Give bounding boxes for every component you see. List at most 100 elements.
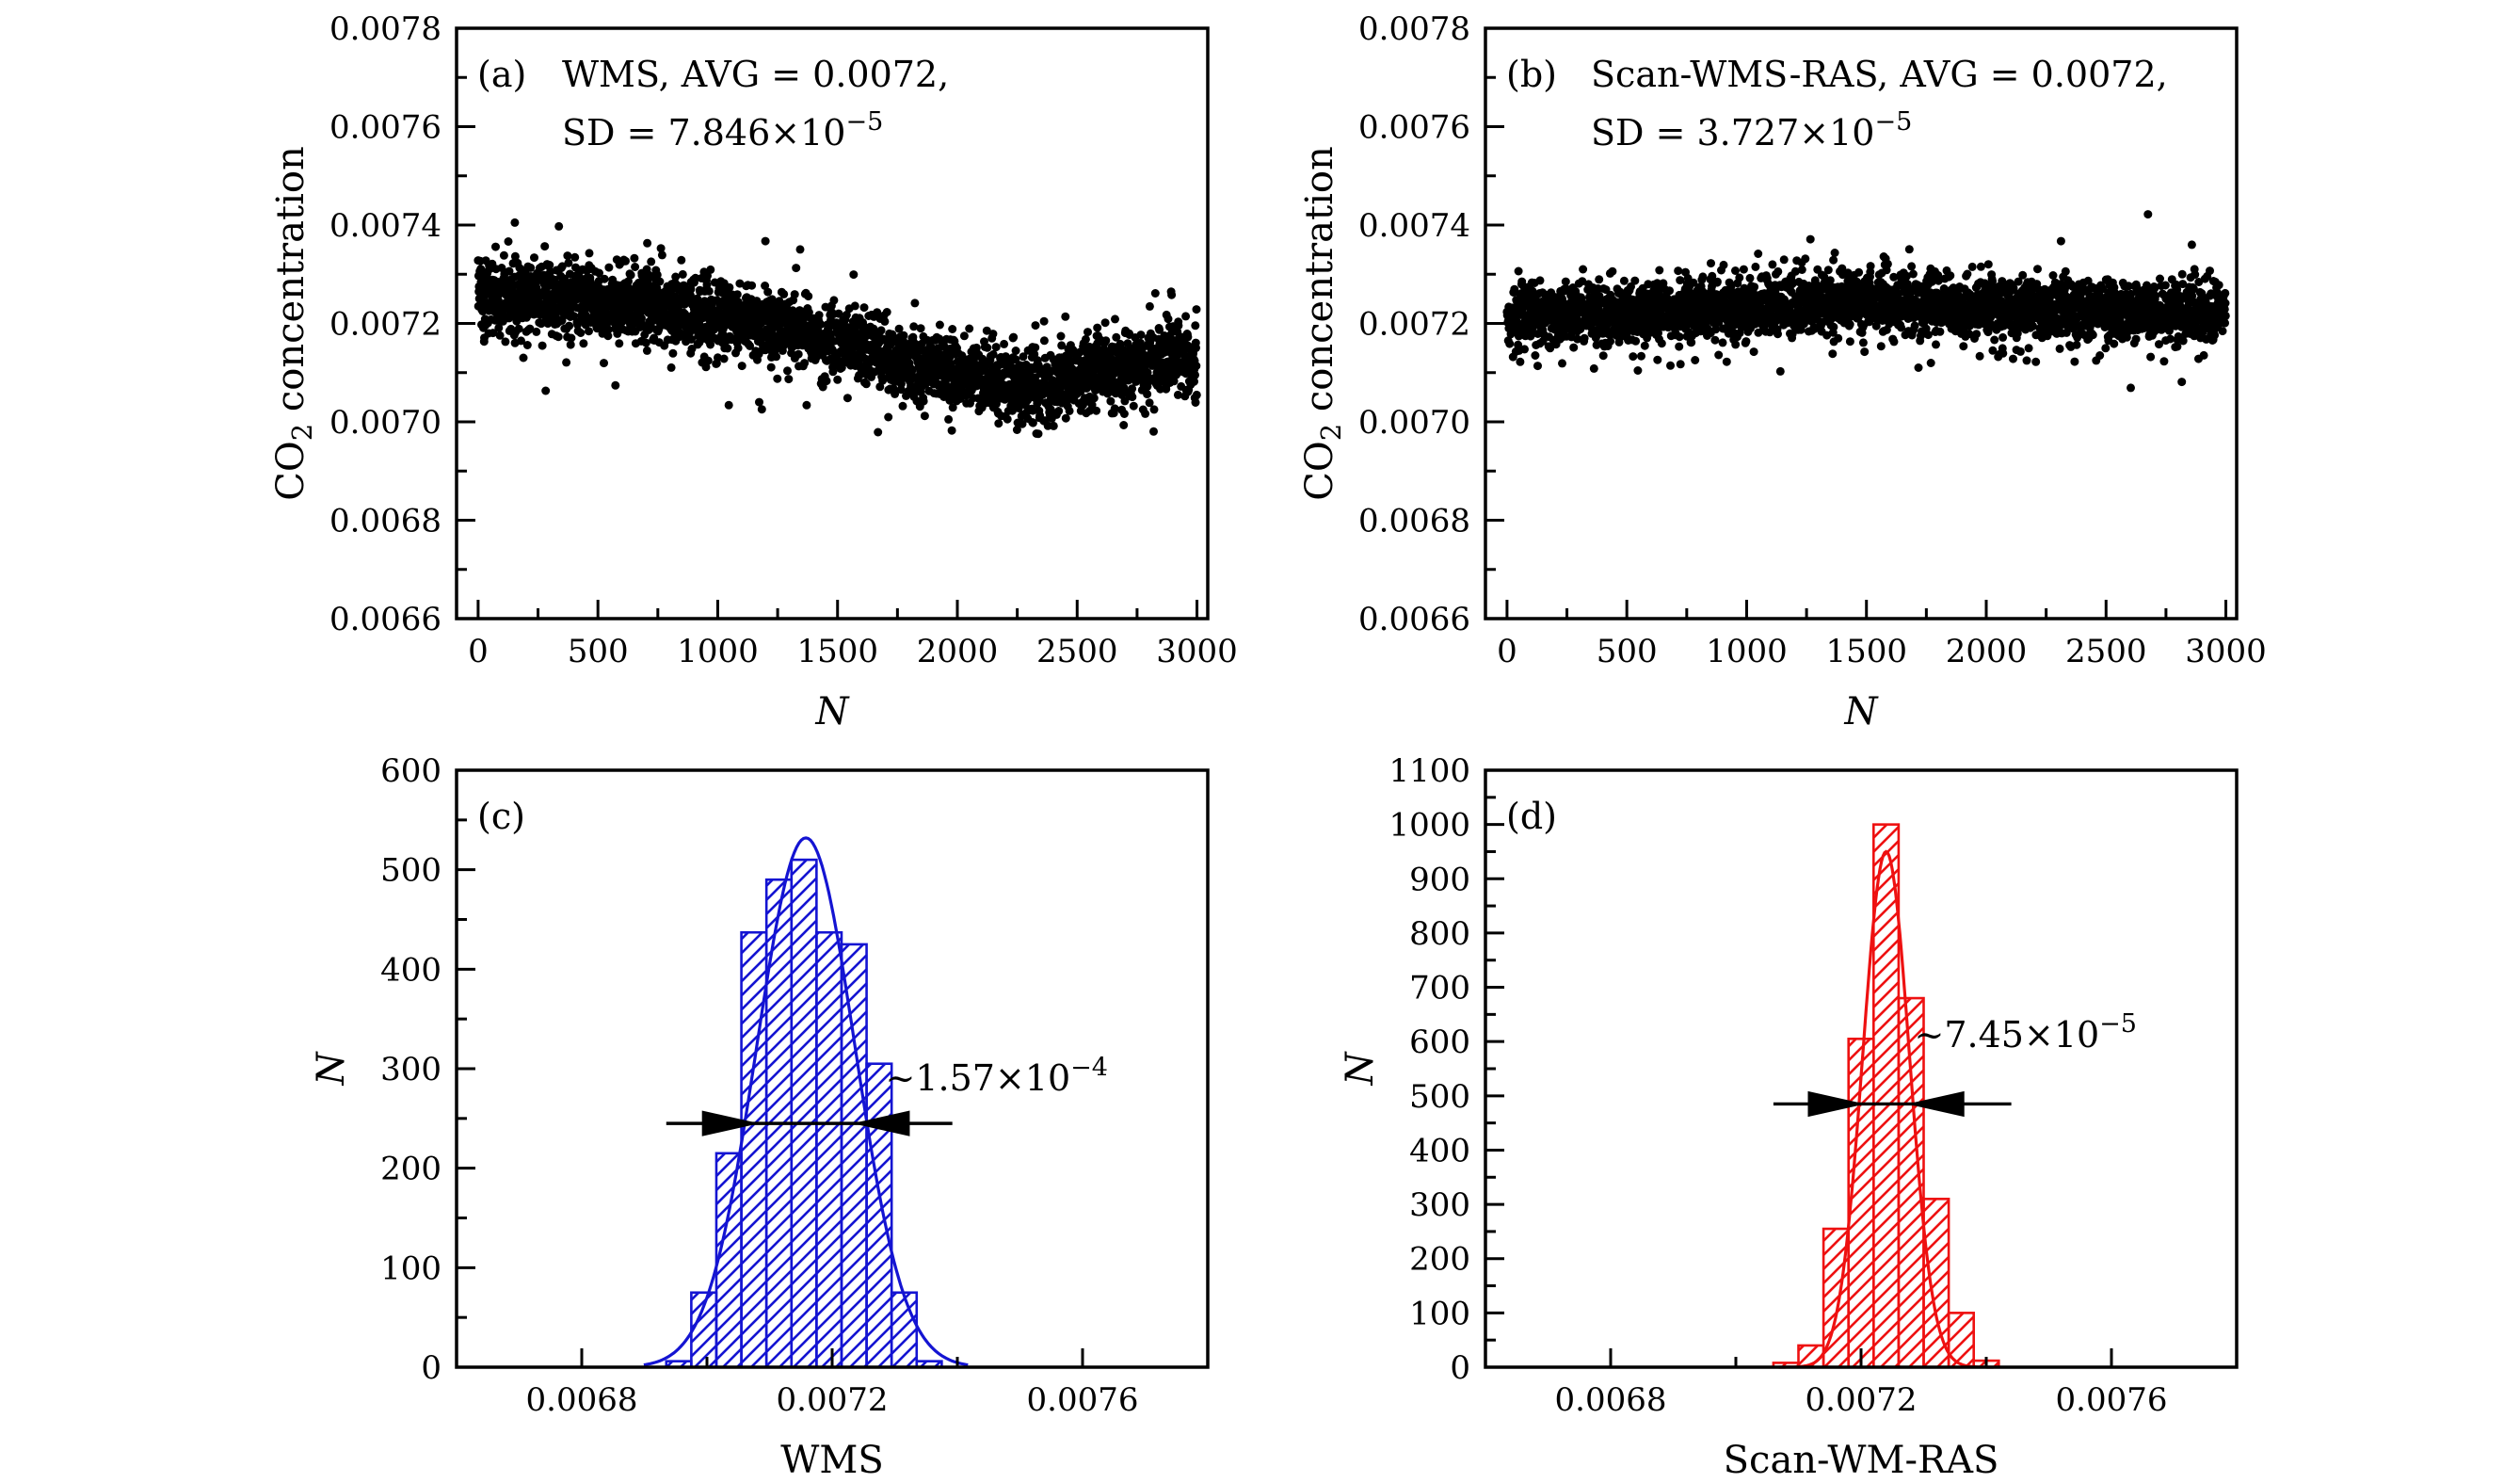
tick-labels: 0 500 1000 1500 2000 2500 3000 0.0066 0.0068 0.00… [1358,10,2267,670]
y-tick-label: 0 [1450,1349,1470,1387]
histogram-bar [740,930,768,1369]
y-tick-label: 500 [1409,1078,1470,1116]
x-tick-label: 0.0076 [2056,1381,2168,1419]
x-tick-label: 500 [1597,633,1658,670]
width-annotation: ~1.57×10−4 [886,1053,1108,1099]
y-tick-label: 0.0074 [1358,207,1470,245]
x-tick-label: 2000 [917,633,999,670]
plot-frame [1484,26,2239,621]
x-tick-label: 1500 [796,633,878,670]
arrowhead-left-pointing [1909,1090,1965,1118]
arrowhead-right-pointing [701,1110,758,1136]
panel-letter: (c) [477,796,525,837]
panel-header-line1: WMS, AVG = 0.0072, [562,54,949,95]
panel-letter: (b) [1506,54,1557,95]
y-tick-label: 1000 [1388,807,1470,845]
histogram-bar [714,1152,743,1369]
panel-header-line1: Scan-WMS-RAS, AVG = 0.0072, [1591,54,2168,95]
x-tick-label: 2500 [2065,633,2147,670]
x-tick-label: 1000 [677,633,759,670]
tick-labels: 0.0068 0.0072 0.0076 0 100 200 300 400 500 600 [380,752,1138,1419]
y-tick-label: 1100 [1388,752,1470,790]
x-tick-label: 0.0068 [1555,1381,1667,1419]
y-tick-label: 0.0070 [329,404,441,442]
sigma-width-arrow [1773,1090,2012,1118]
y-tick-label: 300 [1409,1186,1470,1224]
panel-header-line2: SD = 7.846×10−5 [562,107,883,153]
x-tick-label: 500 [568,633,629,670]
panel-header-line2: SD = 3.727×10−5 [1591,107,1912,153]
x-tick-label: 3000 [2185,633,2267,670]
histogram-bars [1772,823,2000,1369]
gaussian-fit-curve [1778,849,1994,1369]
panel-letter: (d) [1506,796,1557,837]
y-tick-label: 0.0066 [1358,601,1470,638]
y-tick-label: 0.0068 [329,503,441,540]
y-tick-label: 0 [421,1349,441,1387]
y-axis-title: CO2 concentration [269,146,318,500]
y-tick-label: 600 [380,752,441,790]
panel-d-chart: ~7.45×10−5 0.0068 0.0072 0.0076 0 100 200 300 40… [1339,752,2239,1482]
x-tick-label: 0.0072 [777,1381,889,1419]
y-tick-label: 100 [1409,1295,1470,1332]
axes: 0.0068 0.0072 0.0076 0 100 200 300 400 500 600 WMS… [310,752,1210,1482]
plot-frame [455,768,1210,1369]
x-tick-label: 1500 [1825,633,1907,670]
y-tick-label: 200 [1409,1241,1470,1279]
tick-marks [1485,768,2113,1369]
histogram-bar [790,858,818,1369]
scatter-points [1502,210,2230,393]
sigma-width-arrow [666,1110,953,1136]
axes: 0.0068 0.0072 0.0076 0 100 200 300 400 500 600 700… [1339,752,2239,1482]
y-tick-label: 0.0076 [1358,109,1470,147]
y-tick-label: 0.0074 [329,207,441,245]
y-tick-label: 400 [380,951,441,989]
scatter-points [474,218,1201,439]
width-annotation: ~7.45×10−5 [1915,1009,2137,1056]
y-tick-label: 400 [1409,1132,1470,1169]
histogram-bar [1922,1198,1950,1369]
panel-a-chart: 0 500 1000 1500 2000 2500 3000 0.0066 0.0068 0.00… [269,10,1238,733]
y-tick-label: 900 [1409,861,1470,898]
y-axis-title: N [310,1051,353,1087]
x-axis-title: Scan-WM-RAS [1724,1439,1999,1482]
arrowhead-left-pointing [854,1110,910,1136]
x-tick-label: 3000 [1156,633,1238,670]
plot-frame [455,26,1210,621]
x-tick-label: 0 [468,633,489,670]
arrowhead-right-pointing [1807,1090,1864,1118]
y-tick-label: 700 [1409,970,1470,1007]
histogram-bar [865,1062,893,1369]
y-tick-label: 0.0068 [1358,503,1470,540]
panel-c-chart: ~1.57×10−4 0.0068 0.0072 0.0076 0 100 200 300 40… [310,752,1210,1482]
y-axis-title: CO2 concentration [1298,146,1347,500]
y-tick-label: 0.0076 [329,109,441,147]
y-tick-label: 0.0072 [1358,306,1470,344]
y-tick-label: 0.0072 [329,306,441,344]
x-tick-label: 0 [1497,633,1517,670]
y-tick-label: 800 [1409,915,1470,953]
tick-labels: 0.0068 0.0072 0.0076 0 100 200 300 400 500 600 700… [1388,752,2167,1419]
y-tick-label: 100 [380,1249,441,1287]
gaussian-fit-curve [643,836,969,1367]
x-tick-label: 0.0068 [526,1381,638,1419]
y-tick-label: 200 [380,1151,441,1188]
x-tick-label: 1000 [1706,633,1788,670]
histogram-bar [815,930,843,1369]
tick-marks [1485,26,2228,621]
y-tick-label: 300 [380,1051,441,1088]
panel-letter: (a) [477,54,526,95]
axes: 0 500 1000 1500 2000 2500 3000 0.0066 0.0068 0.00… [1298,10,2267,733]
y-tick-label: 0.0066 [329,601,441,638]
y-axis-title: N [1339,1051,1382,1087]
x-axis-title: N [1844,690,1880,733]
tick-labels: 0 500 1000 1500 2000 2500 3000 0.0066 0.0068 0.00… [329,10,1238,670]
x-axis-title: WMS [780,1439,883,1482]
panel-b-chart: 0 500 1000 1500 2000 2500 3000 0.0066 0.0068 0.00… [1298,10,2267,733]
y-tick-label: 600 [1409,1024,1470,1061]
x-tick-label: 2000 [1946,633,2028,670]
plot-frame [1484,768,2239,1369]
y-tick-label: 500 [380,852,441,890]
